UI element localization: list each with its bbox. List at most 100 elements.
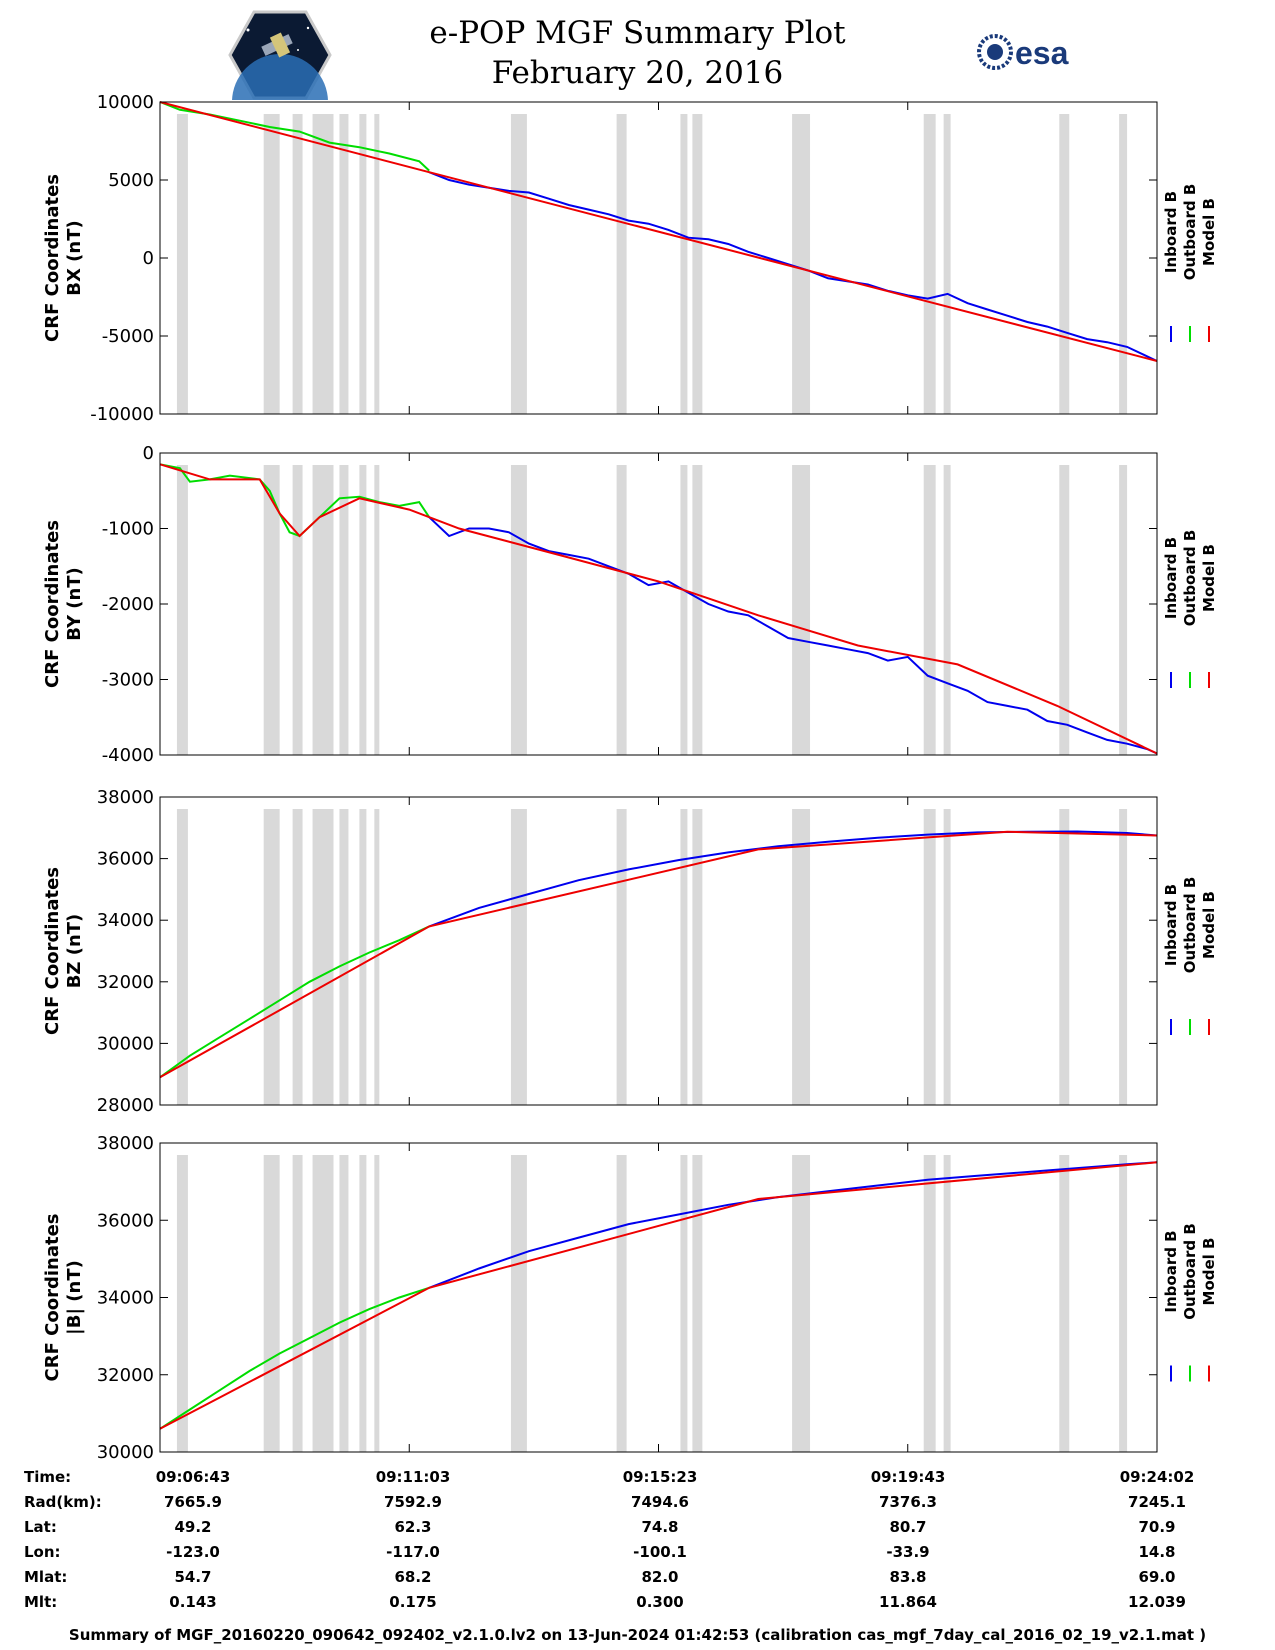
stat-value: 14.8	[1138, 1543, 1176, 1561]
chart-panel-2: 0 -1000 -2000 -3000 -4000 CRF CoordinatesBY (…	[42, 443, 1218, 766]
plot-date: February 20, 2016	[491, 55, 784, 91]
y-tick-label: 38000	[97, 1133, 154, 1154]
stat-value: 49.2	[174, 1518, 212, 1536]
data-gap-band	[692, 809, 703, 1105]
data-gap-band	[312, 809, 334, 1105]
y-tick-label: 38000	[97, 787, 154, 808]
y-tick-label: 28000	[97, 1095, 154, 1116]
data-gap-band	[616, 465, 627, 755]
y-tick-label: -4000	[102, 745, 154, 766]
data-gap-band	[680, 1155, 688, 1452]
y-tick-label: 0	[143, 248, 154, 269]
data-gap-band	[292, 114, 303, 414]
stat-value: -117.0	[386, 1543, 440, 1561]
y-tick-label: -2000	[102, 594, 154, 615]
y-axis-label: CRF Coordinates|B| (nT)	[42, 1214, 85, 1382]
y-tick-label: -5000	[102, 326, 154, 347]
series-outboard-b	[159, 925, 430, 1079]
data-gap-band	[176, 114, 188, 414]
y-axis-label-line: CRF Coordinates	[42, 867, 63, 1035]
y-tick-label: 36000	[97, 849, 154, 870]
y-axis-label: CRF CoordinatesBX (nT)	[42, 174, 85, 342]
data-gap-band	[263, 809, 280, 1105]
data-gap-band	[292, 465, 303, 755]
series-model-b	[159, 463, 1158, 755]
y-axis-label-line: |B| (nT)	[64, 1260, 85, 1335]
data-gap-band	[692, 1155, 703, 1452]
legend-label: Model B	[1200, 198, 1218, 266]
data-gap-band	[792, 809, 811, 1105]
y-tick-label: -3000	[102, 670, 154, 691]
stat-value: 68.2	[394, 1568, 432, 1586]
stat-value: 7494.6	[631, 1493, 689, 1511]
y-tick-label: -10000	[90, 404, 154, 425]
legend-label: Model B	[1200, 544, 1218, 612]
data-gap-band	[923, 465, 936, 755]
y-axis-label-line: CRF Coordinates	[42, 174, 63, 342]
data-gap-band	[510, 114, 527, 414]
data-gap-band	[943, 809, 951, 1105]
chart-panel-1: 10000 5000 0 -5000 -10000 CRF CoordinatesBX (…	[42, 92, 1218, 425]
legend-label: Inboard B	[1162, 1230, 1180, 1312]
data-gap-band	[943, 1155, 951, 1452]
y-tick-label: 0	[143, 443, 154, 464]
data-gap-band	[312, 1155, 334, 1452]
stat-value: 09:11:03	[375, 1468, 451, 1486]
series-model-b	[159, 1161, 1158, 1430]
data-gap-band	[176, 1155, 188, 1452]
stat-value: 7665.9	[164, 1493, 222, 1511]
stat-value: -33.9	[886, 1543, 930, 1561]
stat-value: 7376.3	[879, 1493, 937, 1511]
data-gap-band	[263, 465, 280, 755]
data-gap-band	[943, 465, 951, 755]
data-gap-band	[792, 1155, 811, 1452]
data-gap-band	[374, 1155, 380, 1452]
data-gap-band	[263, 114, 280, 414]
data-gap-band	[263, 1155, 280, 1452]
data-gap-band	[1059, 114, 1070, 414]
data-gap-band	[923, 809, 936, 1105]
series-model-b	[159, 830, 1158, 1079]
data-gap-band	[359, 465, 367, 755]
legend-label: Outboard B	[1181, 530, 1199, 627]
stat-value: 7245.1	[1128, 1493, 1186, 1511]
stat-value: 74.8	[641, 1518, 679, 1536]
y-axis-label-line: BY (nT)	[64, 567, 85, 641]
legend-label: Inboard B	[1162, 537, 1180, 619]
y-axis-label-line: CRF Coordinates	[42, 1214, 63, 1382]
stat-value: 83.8	[889, 1568, 927, 1586]
stat-row-label: Rad(km):	[24, 1493, 102, 1511]
data-gap-band	[1059, 809, 1070, 1105]
data-gap-band	[510, 1155, 527, 1452]
legend-label: Inboard B	[1162, 884, 1180, 966]
data-gap-band	[1059, 465, 1070, 755]
stat-row-label: Time:	[24, 1468, 72, 1486]
data-gap-band	[792, 465, 811, 755]
y-tick-label: 10000	[97, 92, 154, 113]
stat-value: 0.300	[636, 1593, 684, 1611]
y-tick-label: 30000	[97, 1033, 154, 1054]
data-gap-band	[176, 465, 188, 755]
data-gap-band	[339, 114, 349, 414]
y-axis-label-line: BZ (nT)	[64, 914, 85, 989]
data-gap-band	[292, 1155, 303, 1452]
y-axis-label: CRF CoordinatesBY (nT)	[42, 520, 85, 688]
stat-row-label: Lon:	[24, 1543, 61, 1561]
y-axis-label-line: CRF Coordinates	[42, 520, 63, 688]
stat-value: 69.0	[1138, 1568, 1176, 1586]
stat-value: 09:24:02	[1119, 1468, 1195, 1486]
y-tick-label: -1000	[102, 519, 154, 540]
y-tick-label: 34000	[97, 1288, 154, 1309]
data-gap-band	[1119, 1155, 1128, 1452]
data-gap-band	[680, 465, 688, 755]
y-tick-label: 5000	[108, 170, 154, 191]
stat-value: 54.7	[174, 1568, 212, 1586]
data-gap-band	[680, 809, 688, 1105]
plot-title: e-POP MGF Summary Plot	[429, 15, 846, 51]
stat-value: 7592.9	[384, 1493, 442, 1511]
data-gap-band	[616, 114, 627, 414]
y-tick-label: 34000	[97, 910, 154, 931]
stat-value: 70.9	[1138, 1518, 1176, 1536]
data-gap-band	[680, 114, 688, 414]
